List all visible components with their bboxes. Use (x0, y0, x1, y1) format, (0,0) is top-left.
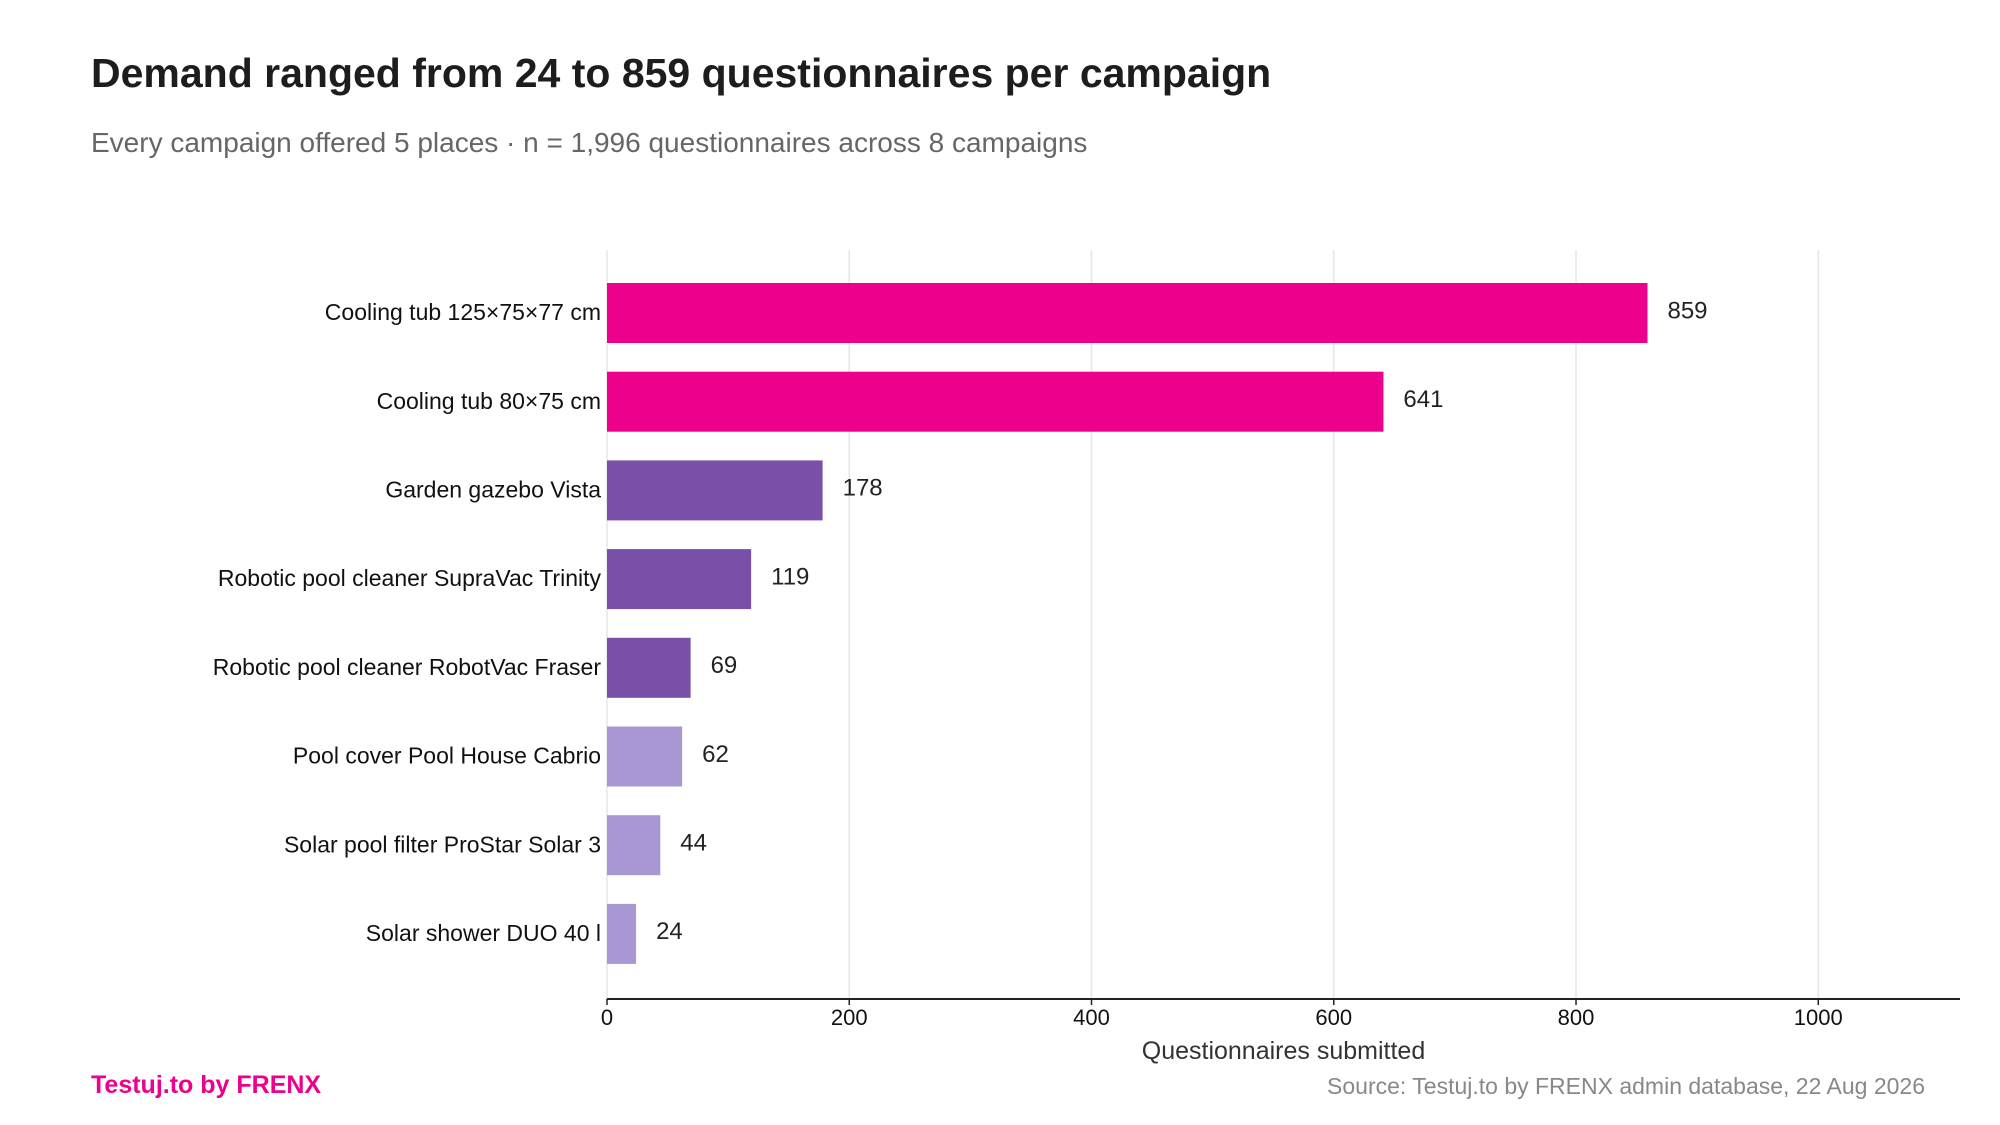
category-label: Cooling tub 80×75 cm (377, 388, 601, 414)
x-tick-label: 0 (601, 1005, 613, 1030)
data-label: 178 (843, 475, 883, 502)
bar (607, 637, 691, 698)
bar (607, 460, 823, 521)
data-label: 62 (702, 741, 729, 768)
category-label: Robotic pool cleaner RobotVac Fraser (213, 654, 602, 680)
bars (607, 283, 1648, 964)
bar (607, 283, 1648, 343)
x-tick-label: 400 (1073, 1005, 1110, 1030)
source-note: Source: Testuj.to by FRENX admin databas… (1327, 1073, 1925, 1099)
chart-title: Demand ranged from 24 to 859 questionnai… (91, 50, 1272, 96)
category-label: Pool cover Pool House Cabrio (293, 743, 601, 769)
x-tick-label: 1000 (1794, 1005, 1843, 1030)
grid-lines (606, 250, 1820, 999)
data-label: 69 (711, 652, 738, 679)
x-tick-label: 600 (1315, 1005, 1352, 1030)
bar (607, 549, 752, 610)
category-label: Solar pool filter ProStar Solar 3 (284, 831, 601, 857)
x-tick-label: 800 (1558, 1005, 1595, 1030)
x-tick-label: 200 (831, 1005, 868, 1030)
x-axis-label: Questionnaires submitted (1142, 1037, 1425, 1065)
x-axis: 0 200 400 600 800 1000 Questionnaires submitte… (601, 998, 1960, 1065)
bar (607, 371, 1384, 432)
brand-logo-text: Testuj.to by FRENX (91, 1071, 322, 1099)
bar (607, 903, 637, 964)
data-label: 24 (656, 918, 683, 945)
bar (607, 815, 661, 876)
category-label: Robotic pool cleaner SupraVac Trinity (218, 565, 602, 591)
chart-subtitle: Every campaign offered 5 places · n = 1,… (91, 127, 1088, 158)
data-labels: 859 641 178 119 69 62 44 24 (656, 297, 1707, 945)
category-label: Garden gazebo Vista (385, 476, 601, 502)
data-label: 859 (1667, 297, 1707, 324)
data-label: 44 (680, 830, 707, 857)
data-label: 641 (1403, 386, 1443, 413)
data-label: 119 (771, 563, 809, 590)
category-label: Solar shower DUO 40 l (366, 920, 601, 946)
category-labels: Cooling tub 125×75×77 cm Cooling tub 80×7… (213, 299, 602, 946)
bar (607, 726, 683, 787)
category-label: Cooling tub 125×75×77 cm (325, 299, 601, 325)
